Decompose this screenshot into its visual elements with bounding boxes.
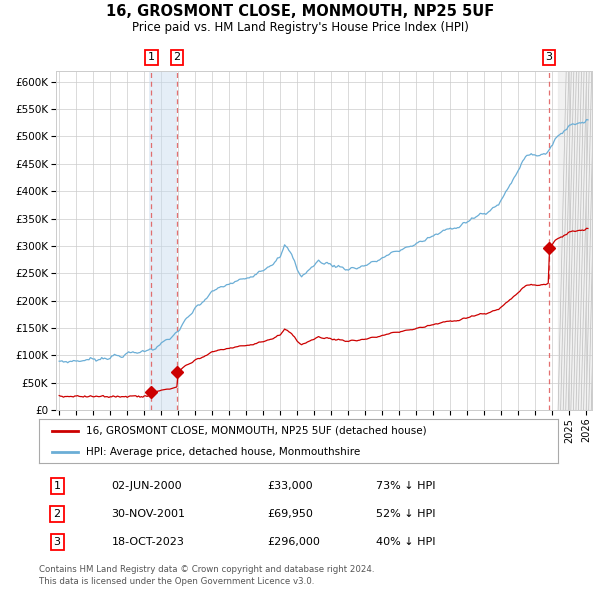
Text: This data is licensed under the Open Government Licence v3.0.: This data is licensed under the Open Gov… [39, 577, 314, 586]
Text: 30-NOV-2001: 30-NOV-2001 [112, 509, 185, 519]
Text: 3: 3 [545, 53, 553, 63]
Text: 2: 2 [173, 53, 181, 63]
Bar [149, 71, 177, 410]
Text: 16, GROSMONT CLOSE, MONMOUTH, NP25 5UF: 16, GROSMONT CLOSE, MONMOUTH, NP25 5UF [106, 4, 494, 19]
Text: HPI: Average price, detached house, Monmouthshire: HPI: Average price, detached house, Monm… [86, 447, 360, 457]
Text: 1: 1 [53, 481, 61, 491]
Text: 1: 1 [148, 53, 155, 63]
Text: 3: 3 [53, 537, 61, 547]
Text: 02-JUN-2000: 02-JUN-2000 [112, 481, 182, 491]
Text: 73% ↓ HPI: 73% ↓ HPI [376, 481, 436, 491]
Text: £33,000: £33,000 [268, 481, 313, 491]
Text: Price paid vs. HM Land Registry's House Price Index (HPI): Price paid vs. HM Land Registry's House … [131, 21, 469, 34]
Text: 16, GROSMONT CLOSE, MONMOUTH, NP25 5UF (detached house): 16, GROSMONT CLOSE, MONMOUTH, NP25 5UF (… [86, 426, 427, 436]
Text: 18-OCT-2023: 18-OCT-2023 [112, 537, 185, 547]
Text: 2: 2 [53, 509, 61, 519]
Text: £69,950: £69,950 [268, 509, 313, 519]
Text: £296,000: £296,000 [268, 537, 320, 547]
Text: Contains HM Land Registry data © Crown copyright and database right 2024.: Contains HM Land Registry data © Crown c… [39, 565, 374, 574]
Text: 52% ↓ HPI: 52% ↓ HPI [376, 509, 436, 519]
Text: 40% ↓ HPI: 40% ↓ HPI [376, 537, 436, 547]
